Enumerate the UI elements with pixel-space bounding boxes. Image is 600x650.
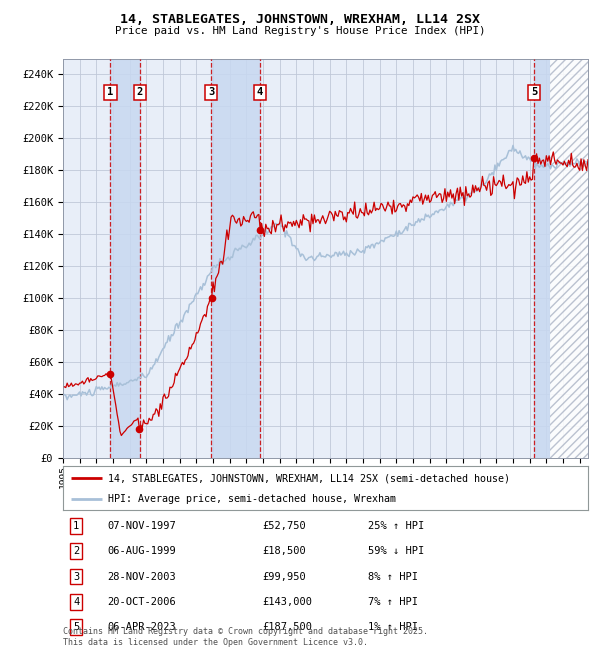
Text: £187,500: £187,500 bbox=[263, 622, 313, 632]
Text: 06-AUG-1999: 06-AUG-1999 bbox=[107, 547, 176, 556]
Text: Contains HM Land Registry data © Crown copyright and database right 2025.
This d: Contains HM Land Registry data © Crown c… bbox=[63, 627, 428, 647]
Text: 06-APR-2023: 06-APR-2023 bbox=[107, 622, 176, 632]
Bar bbox=[211, 58, 260, 458]
Text: 07-NOV-1997: 07-NOV-1997 bbox=[107, 521, 176, 531]
Text: 14, STABLEGATES, JOHNSTOWN, WREXHAM, LL14 2SX (semi-detached house): 14, STABLEGATES, JOHNSTOWN, WREXHAM, LL1… bbox=[107, 473, 509, 484]
Text: Price paid vs. HM Land Registry's House Price Index (HPI): Price paid vs. HM Land Registry's House … bbox=[115, 26, 485, 36]
Text: 8% ↑ HPI: 8% ↑ HPI bbox=[367, 571, 418, 582]
Text: 4: 4 bbox=[257, 88, 263, 97]
Text: £18,500: £18,500 bbox=[263, 547, 306, 556]
Text: 59% ↓ HPI: 59% ↓ HPI bbox=[367, 547, 424, 556]
Text: 28-NOV-2003: 28-NOV-2003 bbox=[107, 571, 176, 582]
Text: 5: 5 bbox=[73, 622, 79, 632]
Text: 2: 2 bbox=[73, 547, 79, 556]
Text: £143,000: £143,000 bbox=[263, 597, 313, 606]
Bar bbox=[550, 58, 588, 458]
Text: 5: 5 bbox=[531, 88, 537, 97]
Text: £52,750: £52,750 bbox=[263, 521, 306, 531]
Text: 4: 4 bbox=[73, 597, 79, 606]
Text: HPI: Average price, semi-detached house, Wrexham: HPI: Average price, semi-detached house,… bbox=[107, 494, 395, 504]
Text: 3: 3 bbox=[73, 571, 79, 582]
Text: 3: 3 bbox=[208, 88, 214, 97]
Bar bbox=[110, 58, 140, 458]
Text: 2: 2 bbox=[137, 88, 143, 97]
Text: 1: 1 bbox=[73, 521, 79, 531]
Text: 1% ↑ HPI: 1% ↑ HPI bbox=[367, 622, 418, 632]
Text: 1: 1 bbox=[107, 88, 113, 97]
Text: 25% ↑ HPI: 25% ↑ HPI bbox=[367, 521, 424, 531]
Text: £99,950: £99,950 bbox=[263, 571, 306, 582]
Text: 14, STABLEGATES, JOHNSTOWN, WREXHAM, LL14 2SX: 14, STABLEGATES, JOHNSTOWN, WREXHAM, LL1… bbox=[120, 13, 480, 26]
Text: 7% ↑ HPI: 7% ↑ HPI bbox=[367, 597, 418, 606]
Text: 20-OCT-2006: 20-OCT-2006 bbox=[107, 597, 176, 606]
Bar bbox=[534, 58, 550, 458]
